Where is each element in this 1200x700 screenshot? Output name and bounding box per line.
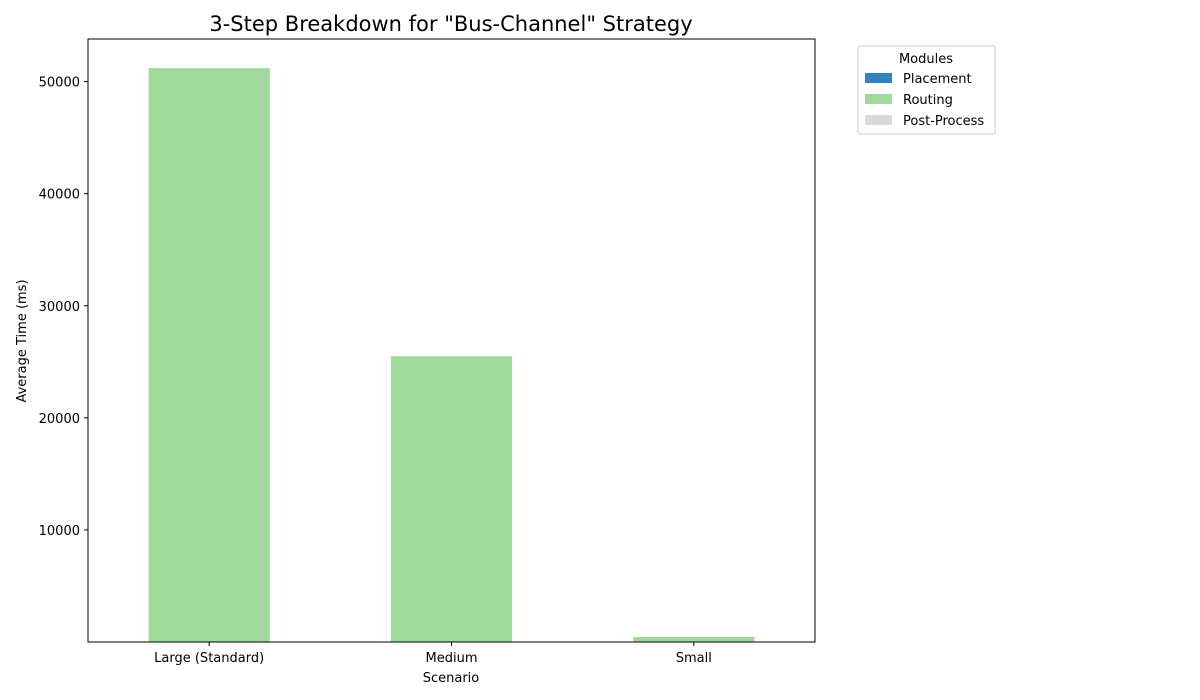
y-tick-label: 10000 [39,524,80,539]
x-tick-label: Large (Standard) [154,651,264,666]
legend-frame [857,45,996,135]
legend-label: Routing [903,93,953,108]
x-tick-label: Small [676,651,712,666]
bar-routing [390,356,513,642]
legend-label: Post-Process [903,114,984,129]
legend-swatch [865,115,892,125]
legend-title: Modules [899,52,953,67]
x-tick-label: Medium [426,651,478,666]
chart-title: 3-Step Breakdown for "Bus-Channel" Strat… [209,12,692,36]
x-axis-label: Scenario [423,671,480,686]
y-tick-label: 40000 [39,188,80,203]
y-axis-label: Average Time (ms) [15,279,30,402]
bar-routing [633,636,755,642]
legend-label: Placement [903,72,972,87]
plot-frame [87,38,816,643]
legend-swatch [865,73,892,83]
y-tick-label: 30000 [39,300,80,315]
bar-routing [148,68,270,643]
y-tick-label: 50000 [39,76,80,91]
legend-swatch [865,94,892,104]
plot-area: Large (Standard) Medium Small 10000 20000 300… [39,38,816,666]
legend: Modules Placement Routing Post-Process [857,45,996,135]
y-tick-label: 20000 [39,412,80,427]
